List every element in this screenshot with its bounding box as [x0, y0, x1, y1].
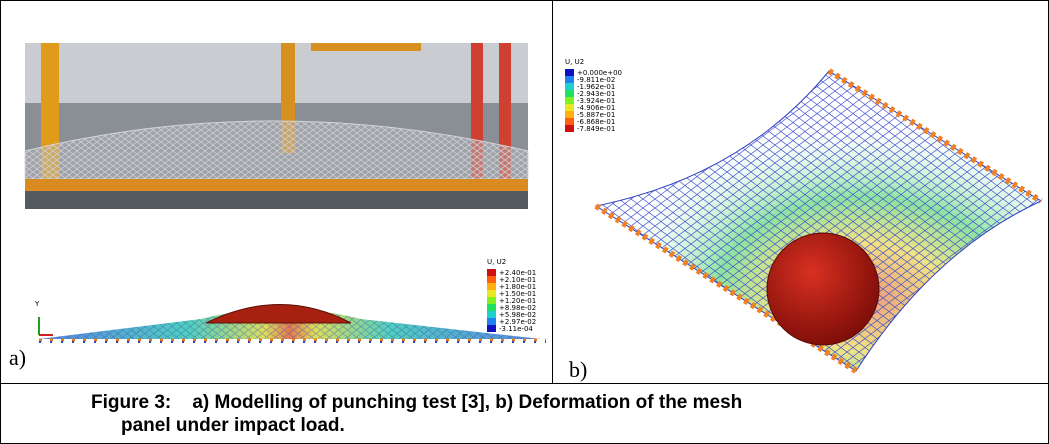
legend-swatch [565, 97, 574, 104]
panel-a-art: Y U, U2+2.40e-01+2.10e-01+1.80e-01+1.50e… [1, 1, 552, 383]
legend-swatch [565, 76, 574, 83]
legend: U, U2+0.000e+00-9.811e-02-1.962e-01-2.94… [565, 58, 622, 133]
legend-swatch [565, 104, 574, 111]
figure: Y U, U2+2.40e-01+2.10e-01+1.80e-01+1.50e… [0, 0, 1049, 444]
legend: U, U2+2.40e-01+2.10e-01+1.80e-01+1.50e-0… [487, 258, 536, 333]
fe-model-a: Y [34, 300, 546, 342]
legend-swatch [565, 69, 574, 76]
panel-b: U, U2+0.000e+00-9.811e-02-1.962e-01-2.94… [553, 1, 1048, 383]
legend-swatch [487, 283, 496, 290]
panel-b-art: U, U2+0.000e+00-9.811e-02-1.962e-01-2.94… [553, 1, 1048, 383]
legend-swatch [565, 125, 574, 132]
legend-swatch [565, 111, 574, 118]
legend-label: -3.11e-04 [499, 325, 533, 333]
panel-a: Y U, U2+2.40e-01+2.10e-01+1.80e-01+1.50e… [1, 1, 553, 383]
legend-swatch [487, 318, 496, 325]
legend-title: U, U2 [487, 258, 506, 266]
panel-label: b) [569, 357, 587, 383]
legend-swatch [487, 304, 496, 311]
caption: Figure 3: a) Modelling of punching test … [1, 383, 1048, 443]
legend-swatch [487, 276, 496, 283]
legend-swatch [565, 118, 574, 125]
legend-swatch [565, 90, 574, 97]
legend-label: -7.849e-01 [577, 125, 615, 133]
legend-swatch [487, 290, 496, 297]
legend-swatch [487, 297, 496, 304]
legend-swatch [487, 269, 496, 276]
photo [25, 43, 528, 209]
legend-swatch [487, 325, 496, 332]
legend-swatch [565, 83, 574, 90]
legend-swatch [487, 311, 496, 318]
panel-label: a) [9, 345, 26, 371]
axis-label: Y [34, 300, 40, 308]
legend-title: U, U2 [565, 58, 584, 66]
